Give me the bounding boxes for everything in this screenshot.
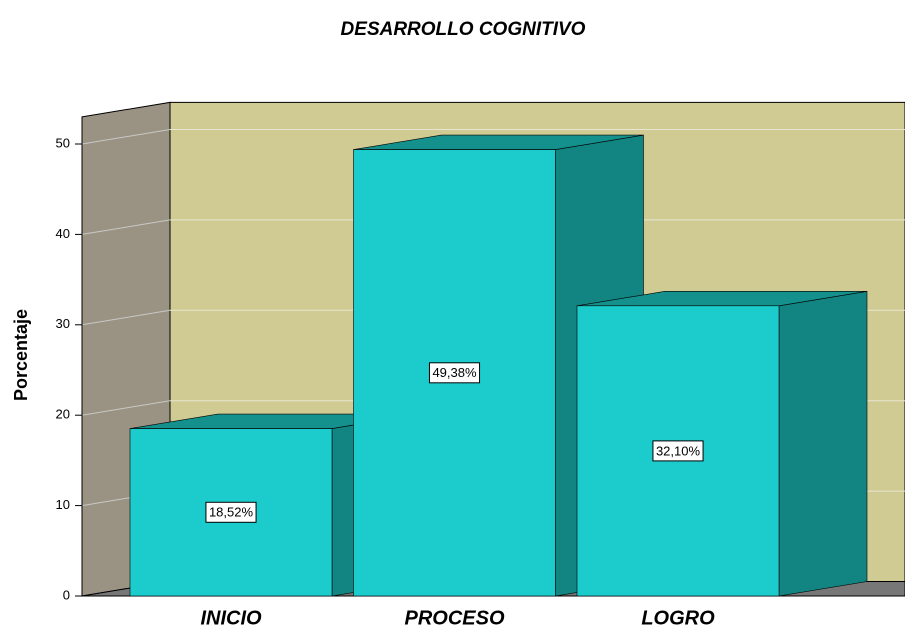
y-tick-label: 0 [63,587,70,602]
x-tick-label: LOGRO [641,607,715,628]
x-tick-label: PROCESO [404,607,504,628]
y-tick-label: 50 [56,135,70,150]
chart-title: DESARROLLO COGNITIVO [341,19,586,40]
x-tick-label: INICIO [200,607,262,628]
data-label-box [652,440,704,462]
data-label-box [428,362,481,384]
data-label: 32,10% [656,443,701,458]
data-label-box [205,501,257,523]
y-tick-label: 10 [56,497,70,512]
y-tick-label: 40 [56,226,70,241]
data-label: 18,52% [209,505,254,520]
y-tick-label: 30 [56,316,70,331]
bar-side [778,290,868,597]
grid-line [81,309,171,326]
y-axis-label: Porcentaje [11,309,31,401]
grid-line [81,219,171,235]
grid-line [81,400,171,416]
grid-line [81,129,171,145]
data-label: 49,38% [432,365,477,380]
y-tick-label: 20 [56,407,70,422]
